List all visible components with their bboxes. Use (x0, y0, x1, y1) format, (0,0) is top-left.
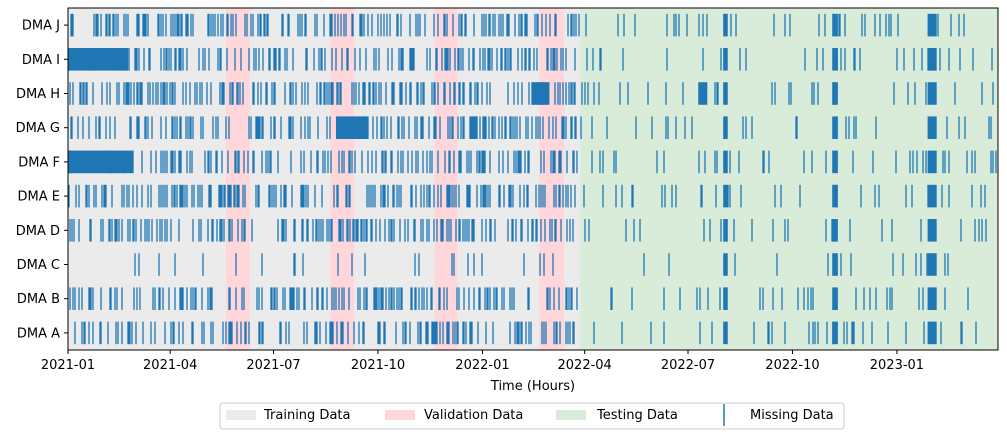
missing-block (723, 321, 728, 345)
training-period-band (68, 8, 581, 350)
missing-block (723, 82, 728, 105)
missing-block (532, 82, 550, 105)
y-tick-label: DMA E (18, 190, 60, 205)
missing-block (927, 253, 937, 276)
missing-block (723, 184, 728, 208)
y-tick-label: DMA J (22, 19, 60, 34)
y-tick-label: DMA H (16, 87, 60, 102)
missing-block (723, 253, 728, 276)
legend-swatch-validation (385, 410, 415, 420)
legend-label-validation: Validation Data (424, 408, 523, 423)
missing-data-marks (68, 13, 997, 345)
missing-block (723, 219, 728, 242)
missing-block (832, 253, 838, 276)
y-tick-label: DMA I (22, 53, 60, 68)
missing-block (927, 116, 937, 139)
y-tick-label: DMA D (16, 224, 60, 239)
legend-swatch-training (226, 410, 256, 420)
missing-block (832, 321, 838, 345)
missing-block (927, 287, 937, 310)
missing-block (832, 48, 838, 71)
y-tick-label: DMA A (17, 326, 60, 341)
missing-block (832, 184, 838, 208)
x-axis-title: Time (Hours) (490, 379, 575, 394)
x-tick-label: 2021-07 (246, 358, 300, 373)
legend-label-testing: Testing Data (596, 408, 678, 423)
x-tick-label: 2022-07 (661, 358, 715, 373)
missing-block (927, 321, 937, 345)
legend-swatch-testing (556, 410, 586, 420)
x-tick-label: 2022-01 (455, 358, 509, 373)
missing-block (698, 82, 708, 105)
missing-block (832, 219, 838, 242)
y-tick-label: DMA G (16, 121, 60, 136)
x-tick-label: 2021-10 (351, 358, 405, 373)
missing-block (832, 82, 838, 105)
x-tick-label: 2023-01 (870, 358, 924, 373)
missing-block (68, 48, 129, 71)
missing-block (832, 287, 838, 310)
legend-box (219, 402, 845, 430)
missing-block (927, 184, 937, 208)
validation-period-band (330, 8, 355, 350)
missing-block (927, 82, 937, 105)
missing-block (723, 150, 728, 174)
x-tick-label: 2021-01 (41, 358, 95, 373)
legend-label-training: Training Data (263, 408, 350, 423)
missing-block (832, 116, 838, 139)
missing-block (832, 13, 838, 37)
y-tick-label: DMA F (18, 155, 60, 170)
x-tick-label: 2021-04 (143, 358, 197, 373)
plot-frame (67, 7, 999, 351)
y-tick-label: DMA B (17, 292, 60, 307)
x-tick-label: 2022-04 (558, 358, 612, 373)
x-axis: 2021-01 2021-04 2021-07 2021-10 2022-01 2022-… (41, 350, 924, 373)
y-tick-label: DMA C (17, 258, 60, 273)
validation-period-band (539, 8, 565, 350)
missing-block (927, 219, 937, 242)
missing-block (832, 150, 838, 174)
missing-block (723, 48, 728, 71)
missing-block (927, 150, 937, 174)
x-tick-label: 2022-10 (765, 358, 819, 373)
y-axis: DMA A DMA B DMA C DMA D DMA E DMA F DMA G DMA H… (16, 19, 68, 341)
legend: Training Data Validation Data Testing Da… (219, 402, 845, 430)
legend-label-missing: Missing Data (750, 408, 834, 423)
